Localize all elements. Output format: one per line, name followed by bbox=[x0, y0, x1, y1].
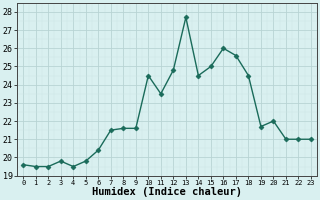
X-axis label: Humidex (Indice chaleur): Humidex (Indice chaleur) bbox=[92, 187, 242, 197]
